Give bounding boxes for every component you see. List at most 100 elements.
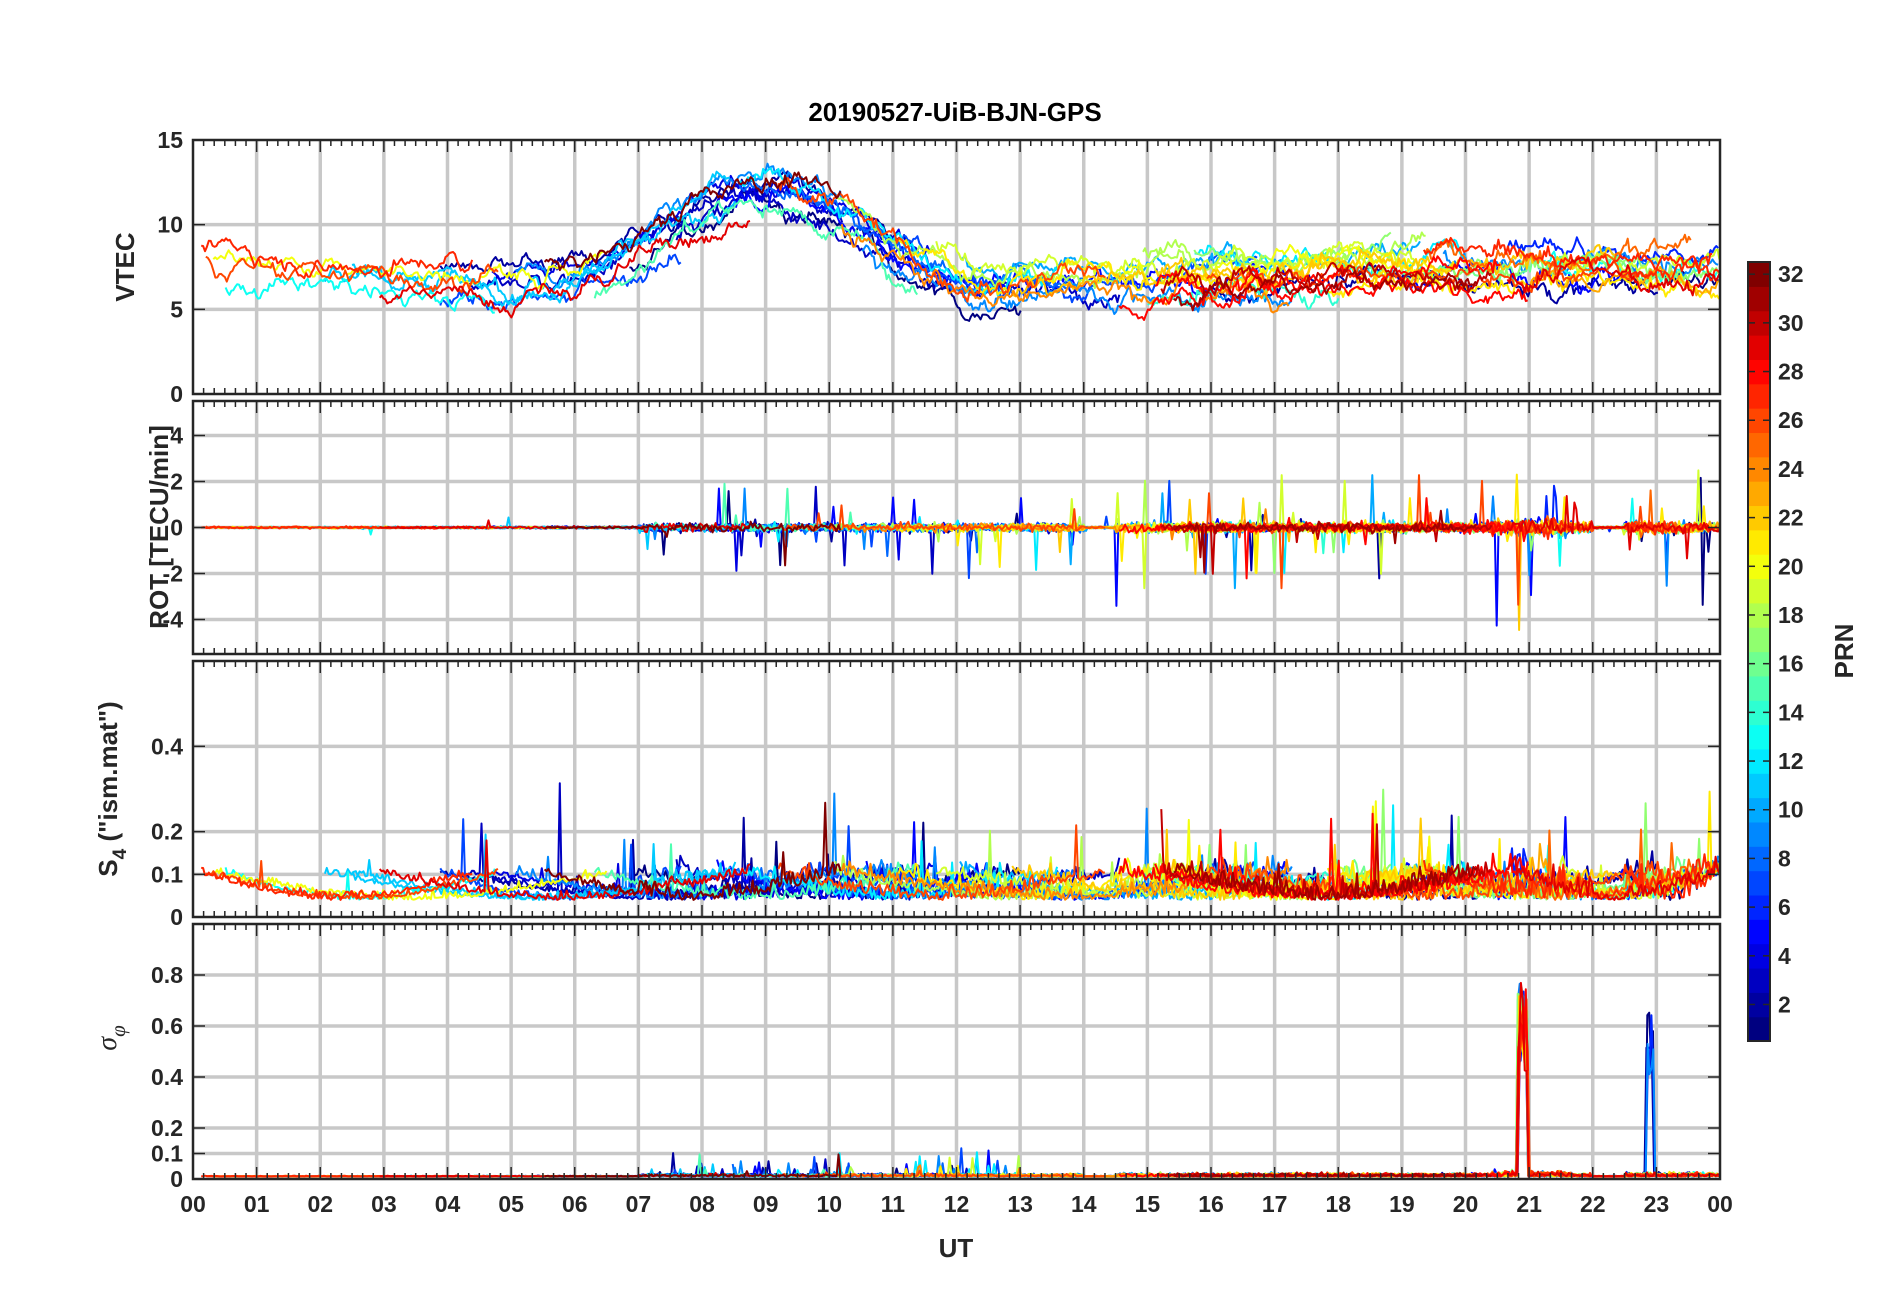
s4-prn-27-line <box>1422 853 1714 900</box>
x-tick-label: 10 <box>816 1191 842 1217</box>
rot-panel: -4 -2 0 2 4 ROT [TECU/min] <box>144 399 1722 656</box>
colorbar-segment <box>1748 700 1770 726</box>
rot-prn-26-line <box>778 504 1106 533</box>
y-tick-label: -4 <box>163 607 184 633</box>
vtec-prn-32-line <box>543 171 842 272</box>
x-tick-label: 23 <box>1644 1191 1670 1217</box>
x-tick-label: 05 <box>498 1191 524 1217</box>
colorbar-tick-label: 30 <box>1778 310 1804 336</box>
s4-prn-29-line <box>378 839 751 901</box>
colorbar-segment <box>1748 432 1770 458</box>
rot-prn-32-line <box>544 520 842 567</box>
y-tick-label: 0.8 <box>151 962 183 988</box>
x-tick-label: 07 <box>626 1191 652 1217</box>
colorbar-tick-label: 22 <box>1778 505 1804 531</box>
x-tick-label: 11 <box>881 1191 906 1217</box>
colorbar-segment <box>1748 821 1770 847</box>
colorbar-segment <box>1748 992 1770 1018</box>
rot-grid <box>193 401 1720 654</box>
y-tick-label: 0 <box>170 1166 183 1192</box>
sigma-panel: 00.10.2 0.4 0.6 0.8 σφ <box>92 922 1722 1192</box>
colorbar-segment <box>1748 1016 1770 1042</box>
colorbar-segment <box>1748 943 1770 969</box>
x-axis-tick-labels: 00 01 02 03 04 05 06 07 08 09 10 11 12 13 14 15 16 17 18 19… <box>180 1191 1733 1217</box>
colorbar-tick-label: 10 <box>1778 797 1804 823</box>
x-tick-label: 21 <box>1516 1191 1542 1217</box>
vtec-prn-18-line <box>834 196 1190 290</box>
x-tick-label: 16 <box>1198 1191 1224 1217</box>
x-tick-label: 01 <box>244 1191 270 1217</box>
sigma-prn-26-line <box>778 1169 1105 1178</box>
colorbar-tick-label: 28 <box>1778 359 1804 385</box>
vtec-prn-19-line <box>1558 248 1721 275</box>
x-tick-label: 12 <box>944 1191 970 1217</box>
s4-prn-26-line <box>777 824 1105 901</box>
vtec-ylabel: VTEC <box>110 232 140 302</box>
s4-ylabel: S4 ("ism.mat") <box>93 701 131 876</box>
x-tick-label: 08 <box>689 1191 715 1217</box>
colorbar-segment <box>1748 919 1770 945</box>
colorbar-tick-label: 26 <box>1778 407 1804 433</box>
y-tick-label: 0.1 <box>151 1141 183 1167</box>
x-tick-label: 04 <box>435 1191 461 1217</box>
x-tick-label: 17 <box>1262 1191 1288 1217</box>
s4-prn-27-line <box>201 866 473 901</box>
colorbar-segment <box>1748 894 1770 920</box>
s4-prn-9-line <box>514 792 845 901</box>
colorbar-segment <box>1748 675 1770 701</box>
vtec-prn-19-line <box>935 241 1417 285</box>
colorbar-segment <box>1748 456 1770 482</box>
x-axis-label: UT <box>939 1233 974 1263</box>
vtec-series <box>201 162 1721 322</box>
colorbar-tick-label: 14 <box>1778 699 1804 725</box>
x-tick-label: 22 <box>1580 1191 1606 1217</box>
x-tick-label: 09 <box>753 1191 779 1217</box>
y-tick-label: 0.2 <box>151 819 183 845</box>
vtec-prn-26-line <box>1206 259 1661 293</box>
x-tick-label: 18 <box>1325 1191 1351 1217</box>
s4-prn-31-line <box>1173 862 1478 901</box>
y-tick-label: 10 <box>157 212 183 238</box>
vtec-prn-21-line <box>897 239 1150 296</box>
x-tick-label: 03 <box>371 1191 397 1217</box>
x-tick-label: 06 <box>562 1191 588 1217</box>
colorbar-segment <box>1748 383 1770 409</box>
colorbar-segment <box>1748 310 1770 336</box>
colorbar-segment <box>1748 797 1770 823</box>
vtec-ticks: 0 5 10 15 <box>157 127 1721 407</box>
vtec-prn-28-line <box>1118 266 1529 321</box>
sigma-prn-31-line <box>1173 1171 1478 1178</box>
rot-ticks: -4 -2 0 2 4 <box>163 401 1721 654</box>
vtec-prn-6-line <box>1507 236 1719 273</box>
vtec-prn-30-line <box>1160 261 1493 299</box>
rot-series <box>200 469 1721 631</box>
colorbar-tick-label: 6 <box>1778 894 1791 920</box>
rot-prn-29-line <box>1506 495 1720 560</box>
x-tick-label: 19 <box>1389 1191 1415 1217</box>
colorbar-tick-label: 20 <box>1778 553 1804 579</box>
vtec-prn-27-line <box>1422 236 1713 271</box>
y-tick-label: -2 <box>163 561 183 587</box>
x-tick-label: 20 <box>1453 1191 1479 1217</box>
colorbar-segments <box>1748 262 1770 1042</box>
colorbar-tick-label: 18 <box>1778 602 1804 628</box>
colorbar-tick-label: 32 <box>1778 261 1804 287</box>
vtec-prn-29-line <box>1506 256 1721 297</box>
colorbar-segment <box>1748 408 1770 434</box>
sigma-ylabel: σφ <box>92 1025 130 1051</box>
colorbar-segment <box>1748 578 1770 604</box>
colorbar-segment <box>1748 335 1770 360</box>
vtec-prn-29-line <box>378 220 751 319</box>
colorbar-segment <box>1748 505 1770 531</box>
rot-ylabel: ROT [TECU/min] <box>144 425 174 629</box>
x-tick-label: 13 <box>1007 1191 1033 1217</box>
colorbar-tick-label: 2 <box>1778 991 1791 1017</box>
sigma-prn-32-line <box>544 1153 842 1178</box>
y-tick-label: 15 <box>157 127 183 153</box>
vtec-prn-26-line <box>777 177 1106 303</box>
y-tick-label: 0.1 <box>151 861 183 887</box>
vtec-prn-31-line <box>1173 269 1478 312</box>
vtec-prn-11-line <box>323 200 737 306</box>
